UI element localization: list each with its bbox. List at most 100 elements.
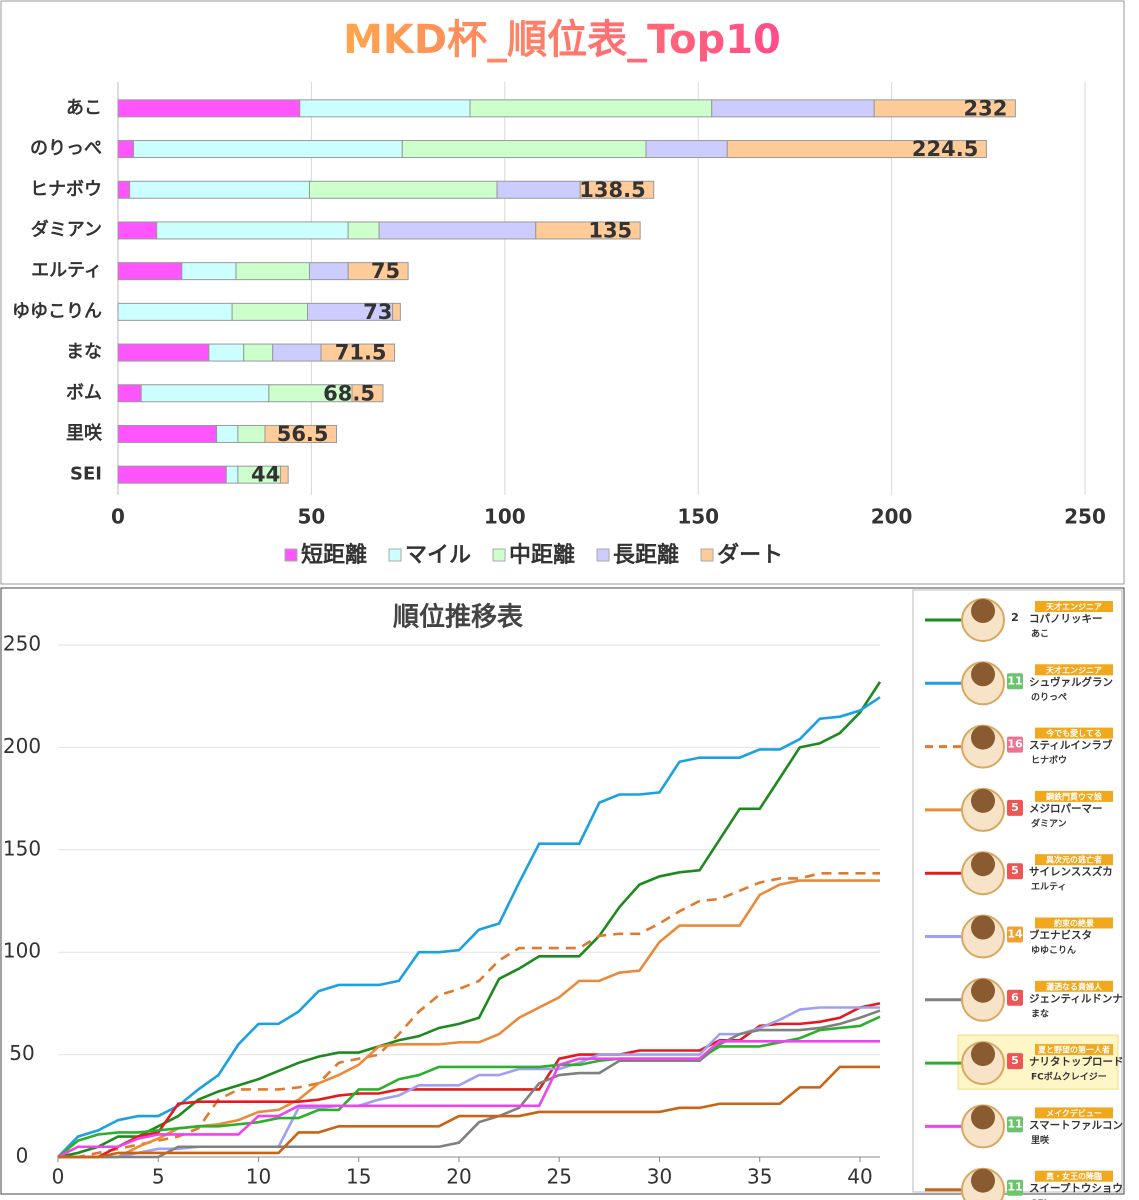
total-label: 138.5: [579, 178, 645, 202]
rank-badge: [1007, 989, 1023, 1006]
y-tick-label: ゆゆこりん: [12, 301, 102, 322]
x-tick-label: 0: [111, 505, 125, 529]
bar-segment: [117, 384, 142, 403]
player-name: エルティ: [1031, 882, 1066, 893]
player-name: のりっぺ: [1031, 692, 1067, 703]
bar-segment: [129, 180, 310, 199]
epithet-banner: [1035, 790, 1113, 802]
bar-segment: [243, 343, 274, 362]
series-line: [57, 1039, 880, 1159]
total-label: 71.5: [335, 341, 387, 365]
x-tick-label: 15: [346, 1165, 371, 1189]
rank-badge: [1007, 926, 1023, 943]
bar-segment: [351, 384, 384, 403]
avatar-hair: [971, 1105, 995, 1130]
total-label: 232: [964, 96, 1008, 120]
bar-segment: [231, 302, 309, 321]
legend-label: ダート: [717, 542, 783, 568]
player-name: ダミアン: [1031, 817, 1067, 829]
bar-segment: [156, 221, 349, 240]
legend-swatch: [492, 548, 506, 562]
bar-segment: [347, 221, 380, 240]
rank-badge: [1007, 610, 1023, 626]
bar-segment: [208, 343, 245, 362]
x-tick-label: 0: [52, 1165, 65, 1189]
epithet-banner: [1035, 980, 1113, 992]
top-panel: [0, 0, 1125, 585]
rank: 2: [1011, 611, 1019, 624]
avatar-hair: [971, 599, 995, 623]
legend-label: 中距離: [509, 542, 575, 568]
rank-badge: [1007, 736, 1023, 753]
legend-label: マイル: [405, 543, 471, 568]
bar-segment: [140, 384, 270, 403]
character-name: メジロパーマー: [1029, 803, 1103, 815]
bar-segment: [711, 99, 875, 118]
y-tick-label: ダミアン: [31, 218, 102, 240]
avatar-hair: [971, 1042, 995, 1067]
avatar-hair: [971, 915, 995, 940]
bar-segment: [117, 424, 218, 443]
bar-segment: [279, 465, 289, 484]
epithet: 今でも愛してる: [1045, 728, 1102, 738]
bar-segment: [117, 262, 183, 281]
x-tick-label: 150: [677, 505, 719, 529]
epithet: メイクデビュー: [1046, 1108, 1102, 1118]
bar-segment: [272, 343, 322, 362]
y-tick-label: エルティ: [31, 260, 102, 281]
player-name: 里咲: [1031, 1134, 1050, 1146]
bar-segment: [535, 221, 641, 240]
rank: 14: [1007, 928, 1023, 941]
y-tick-label: 50: [9, 1041, 34, 1065]
y-tick-label: まな: [66, 342, 102, 363]
player-name: FCボムクレイジー: [1031, 1071, 1107, 1083]
epithet-banner: [1035, 601, 1113, 612]
x-tick-label: 100: [484, 505, 526, 529]
bar-segment: [299, 99, 471, 118]
bar-segment: [401, 140, 647, 159]
legend-label: 長距離: [613, 542, 679, 568]
bar-segment: [117, 465, 227, 484]
x-tick-label: 10: [246, 1165, 271, 1189]
rank: 16: [1007, 738, 1023, 751]
legend-swatch: [388, 548, 402, 562]
epithet-banner: [1035, 917, 1113, 929]
legend-swatch: [700, 548, 714, 562]
total-label: 224.5: [912, 137, 978, 161]
rank: 5: [1011, 864, 1019, 877]
player-name: ヒナボウ: [1031, 754, 1067, 766]
avatar-hair: [971, 662, 995, 687]
bar-segment: [181, 262, 237, 281]
avatar-hair: [971, 788, 995, 813]
rank: 5: [1011, 1054, 1019, 1067]
bar-segment: [225, 465, 239, 484]
y-tick-label: あこ: [66, 97, 102, 118]
y-tick-label: 0: [16, 1144, 29, 1168]
character-name: スティルインラブ: [1029, 739, 1113, 752]
rank-badge: [1007, 1053, 1023, 1070]
rank-badge: [1007, 1116, 1023, 1133]
bar-segment: [392, 302, 401, 321]
legend-swatch: [596, 548, 610, 562]
bar-segment: [873, 99, 1016, 118]
avatar-hair: [971, 1168, 995, 1193]
epithet-banner: [1035, 664, 1113, 676]
player-name: ゆゆこりん: [1031, 945, 1076, 956]
bar-segment: [320, 343, 396, 362]
rank: 5: [1011, 801, 1019, 814]
bar-segment: [579, 180, 655, 199]
total-label: 68.5: [323, 381, 375, 405]
epithet: 瀟洒なる貴婦人: [1046, 981, 1103, 991]
series-line: [58, 872, 880, 1159]
epithet-banner: [1035, 727, 1113, 739]
character-name: サイレンススズカ: [1029, 865, 1113, 878]
rank: 11: [1007, 1181, 1022, 1194]
total-label: 75: [371, 259, 400, 283]
bar-segment: [117, 302, 233, 321]
rank: 6: [1011, 991, 1019, 1004]
bar-segment: [308, 262, 349, 281]
x-tick-label: 25: [546, 1165, 571, 1189]
epithet-banner: [1035, 854, 1113, 866]
x-tick-label: 250: [1064, 505, 1106, 529]
